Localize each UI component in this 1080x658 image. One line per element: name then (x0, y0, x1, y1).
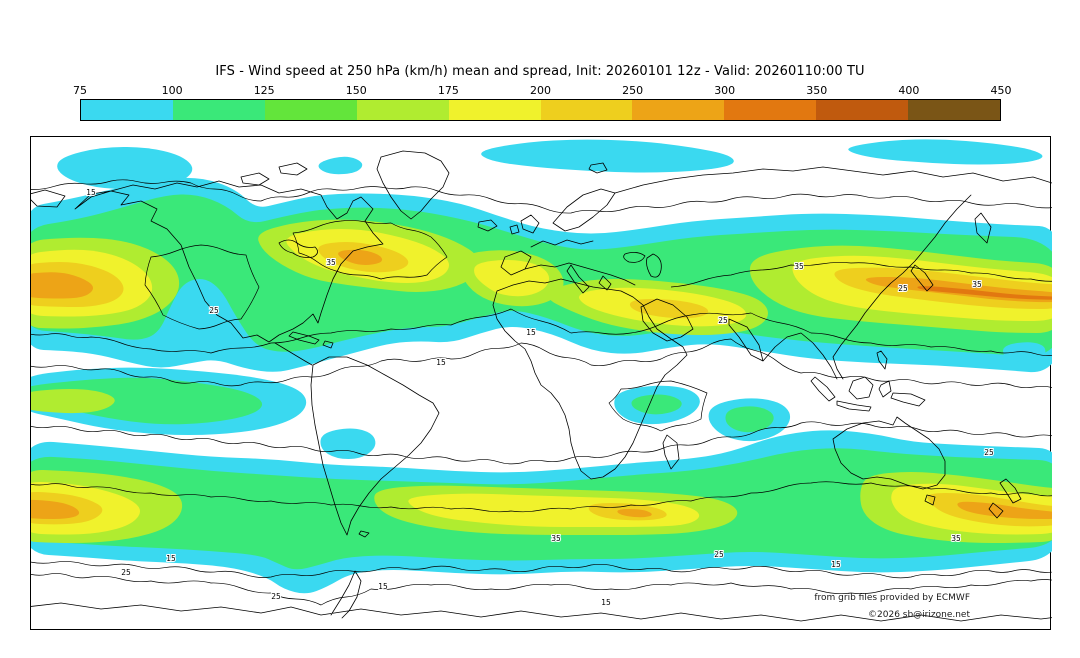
coastline-oceania (832, 416, 1022, 519)
wind-speed-region (617, 509, 652, 518)
spread-contour-line (670, 262, 1052, 288)
wind-speed-region (848, 139, 1043, 165)
wind-speed-region (629, 299, 709, 319)
coastline-antarctica (31, 570, 1052, 622)
colorbar-segment (816, 100, 909, 120)
wind-speed-region (31, 499, 80, 519)
spread-contour-labels: 15 25 35 15 25 35 25 35 15 25 25 15 15 35 25 15 35 15 25 (85, 187, 995, 608)
wind-speed-region (338, 249, 383, 265)
colorbar-segment (632, 100, 725, 120)
colorbar-tick-label: 125 (253, 84, 275, 97)
colorbar-segment (264, 100, 357, 120)
wind-speed-region (31, 388, 115, 414)
wind-speed-region (725, 406, 774, 433)
spread-contour-value: 15 (601, 598, 611, 607)
wind-speed-region (31, 272, 93, 299)
wind-speed-region (57, 147, 193, 189)
spread-contour-value: 35 (794, 262, 804, 271)
colorbar-tick-label: 450 (990, 84, 1012, 97)
spread-contour-value: 25 (984, 448, 994, 457)
colorbar-segment (172, 100, 265, 120)
colorbar-tick-label: 150 (345, 84, 367, 97)
spread-contour-value: 25 (121, 568, 131, 577)
coastline-africa (492, 278, 688, 480)
colorbar-tick-label: 350 (806, 84, 828, 97)
wind-speed-region (318, 156, 363, 175)
spread-contour-value: 15 (86, 188, 96, 197)
colorbar-segment (356, 100, 449, 120)
colorbar-tick-label: 400 (898, 84, 920, 97)
coastline-asia (614, 166, 1052, 380)
spread-contour-value: 35 (551, 534, 561, 543)
copyright-credit: ©2026 sb@irizone.net (868, 610, 970, 620)
spread-contour-line (31, 308, 1052, 357)
spread-contour-line (608, 380, 708, 432)
wind-speed-region (31, 377, 263, 425)
spread-contour-value: 25 (718, 316, 728, 325)
wind-speed-region (474, 260, 550, 297)
colorbar-segment (448, 100, 541, 120)
colorbar-segment (81, 100, 173, 120)
colorbar-tick-label: 250 (622, 84, 644, 97)
spread-contour-line (292, 220, 448, 280)
spread-contour-line (31, 561, 1052, 579)
spread-contour-value: 15 (166, 554, 176, 563)
coastline-europe (500, 188, 662, 294)
colorbar-legend: 75 100 125 150 175 200 250 300 350 400 450 (73, 84, 1012, 121)
spread-contour-line (31, 573, 1052, 606)
coastline-layer (31, 150, 1052, 622)
data-source-credit: from grib files provided by ECMWF (814, 593, 970, 603)
spread-contour-value: 15 (831, 560, 841, 569)
spread-contour-value: 35 (972, 280, 982, 289)
spread-contour-line (31, 481, 1052, 513)
colorbar-tick-label: 100 (161, 84, 183, 97)
spread-contour-value: 35 (326, 258, 336, 267)
colorbar-tick-label: 300 (714, 84, 736, 97)
colorbar-segment (908, 100, 1001, 120)
coastline-americas (74, 180, 440, 538)
spread-contour-value: 35 (951, 534, 961, 543)
colorbar-tick-label: 175 (437, 84, 459, 97)
wind-speed-region (917, 286, 1052, 300)
spread-contour-value: 25 (209, 306, 219, 315)
colorbar-tick-label: 75 (73, 84, 87, 97)
spread-contour-value: 15 (436, 358, 446, 367)
colorbar-segment (724, 100, 817, 120)
colorbar-ticks: 75 100 125 150 175 200 250 300 350 400 450 (73, 84, 1012, 98)
world-map: 15 25 35 15 25 35 25 35 15 25 25 15 15 35 25 15 35 15 25 (31, 139, 1052, 622)
coastline-maritime-continent (810, 350, 926, 412)
wind-speed-region (481, 139, 734, 173)
wind-speed-region (957, 501, 1052, 519)
spread-contour-value: 15 (526, 328, 536, 337)
spread-contour-value: 25 (714, 550, 724, 559)
spread-contour-layer (31, 179, 1052, 606)
spread-contour-line (144, 244, 260, 330)
spread-contour-value: 15 (378, 582, 388, 591)
colorbar-tick-label: 200 (530, 84, 551, 97)
coastline-greenland-arctic (31, 150, 608, 232)
map-panel: 15 25 35 15 25 35 25 35 15 25 25 15 15 35 25 15 35 15 25 f… (30, 136, 1052, 630)
colorbar-segment (540, 100, 633, 120)
spread-contour-value: 25 (271, 592, 281, 601)
spread-contour-line (31, 421, 1052, 465)
spread-contour-line (31, 338, 1052, 389)
spread-contour-line (31, 179, 1052, 214)
wind-speed-region (320, 428, 376, 459)
wind-speed-region (631, 394, 682, 415)
spread-contour-value: 25 (898, 284, 908, 293)
colorbar (80, 99, 1001, 121)
chart-title: IFS - Wind speed at 250 hPa (km/h) mean … (215, 64, 865, 79)
